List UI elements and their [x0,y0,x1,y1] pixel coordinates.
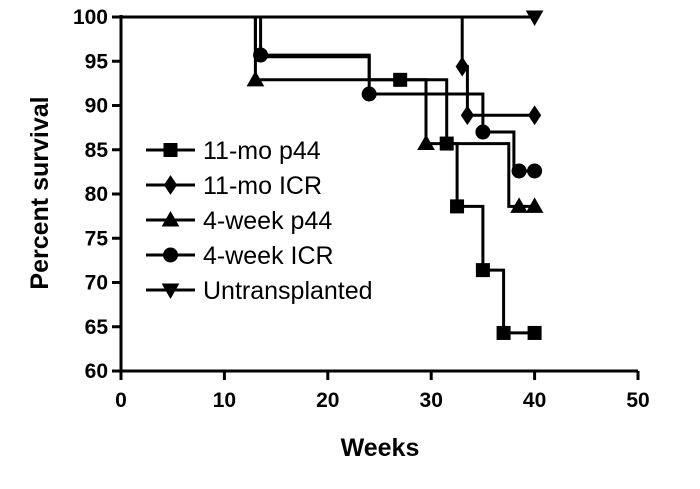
data-point-4-week-p44 [525,197,544,213]
data-point-4-week-p44 [510,197,528,213]
x-tick-label: 30 [420,389,443,412]
y-tick-label: 95 [85,50,109,73]
legend: 11-mo p44 11-mo ICR 4-week p44 4-week ICR Un… [146,137,373,305]
y-axis-title: Percent survival [26,96,54,289]
data-point-11-mo-p44 [475,263,490,278]
data-point-4-week-p44 [246,70,265,87]
legend-entry-4-week-icr: 4-week ICR [146,242,334,270]
legend-entry-11-mo-icr: 11-mo ICR [146,172,322,200]
y-tick-label: 100 [73,6,108,29]
series-4-week-icr [121,15,543,179]
x-tick-label: 0 [115,389,127,412]
y-tick-label: 85 [85,139,109,162]
legend-label: 11-mo ICR [203,172,322,200]
x-tick-label: 20 [316,389,339,412]
series-line-11-mo-icr [121,15,535,117]
legend-label: 4-week ICR [203,242,334,270]
legend-entry-4-week-p44: 4-week p44 [146,207,332,235]
data-point-4-week-icr [361,86,377,102]
legend-entry-11-mo-p44: 11-mo p44 [146,137,321,165]
legend-label: 11-mo p44 [203,137,321,165]
y-tick-label: 90 [85,95,108,118]
series-11-mo-icr [121,15,542,126]
legend-label: 4-week p44 [203,207,332,235]
data-point-4-week-icr [527,163,543,179]
legend-marker-11-mo-icr [163,175,178,195]
y-tick-label: 65 [85,316,109,339]
legend-label: Untransplanted [203,277,373,305]
data-point-4-week-icr [253,47,269,63]
y-tick-label: 60 [85,360,108,383]
data-point-11-mo-p44 [496,325,511,340]
y-tick-label: 70 [85,272,108,295]
y-tick-label: 75 [85,227,109,250]
series-4-week-p44 [121,15,544,213]
data-point-11-mo-p44 [450,199,465,214]
y-tick-label: 80 [85,183,108,206]
legend-marker-4-week-p44 [161,210,180,227]
series-line-4-week-icr [121,15,535,173]
x-tick-label: 50 [626,389,649,412]
data-point-untransplanted [525,10,544,27]
data-point-11-mo-icr [527,105,542,126]
data-point-11-mo-icr [460,105,474,126]
series-untransplanted [121,10,544,27]
x-tick-label: 40 [523,389,546,412]
data-point-11-mo-icr [455,56,469,77]
data-point-4-week-p44 [417,134,435,151]
legend-marker-4-week-icr [163,247,178,263]
plot-area [121,10,544,340]
data-point-4-week-icr [475,124,491,140]
x-tick-label: 10 [213,389,236,412]
legend-entry-untransplanted: Untransplanted [146,277,373,305]
x-axis-title: Weeks [341,434,420,462]
data-point-11-mo-p44 [527,325,542,340]
data-point-4-week-icr [511,163,527,179]
axes: 60 65 70 75 80 85 90 95 100 0 10 20 30 40 50 [73,6,650,412]
series-line-4-week-p44 [121,15,535,208]
legend-marker-11-mo-p44 [163,143,178,157]
legend-marker-untransplanted [161,283,180,300]
